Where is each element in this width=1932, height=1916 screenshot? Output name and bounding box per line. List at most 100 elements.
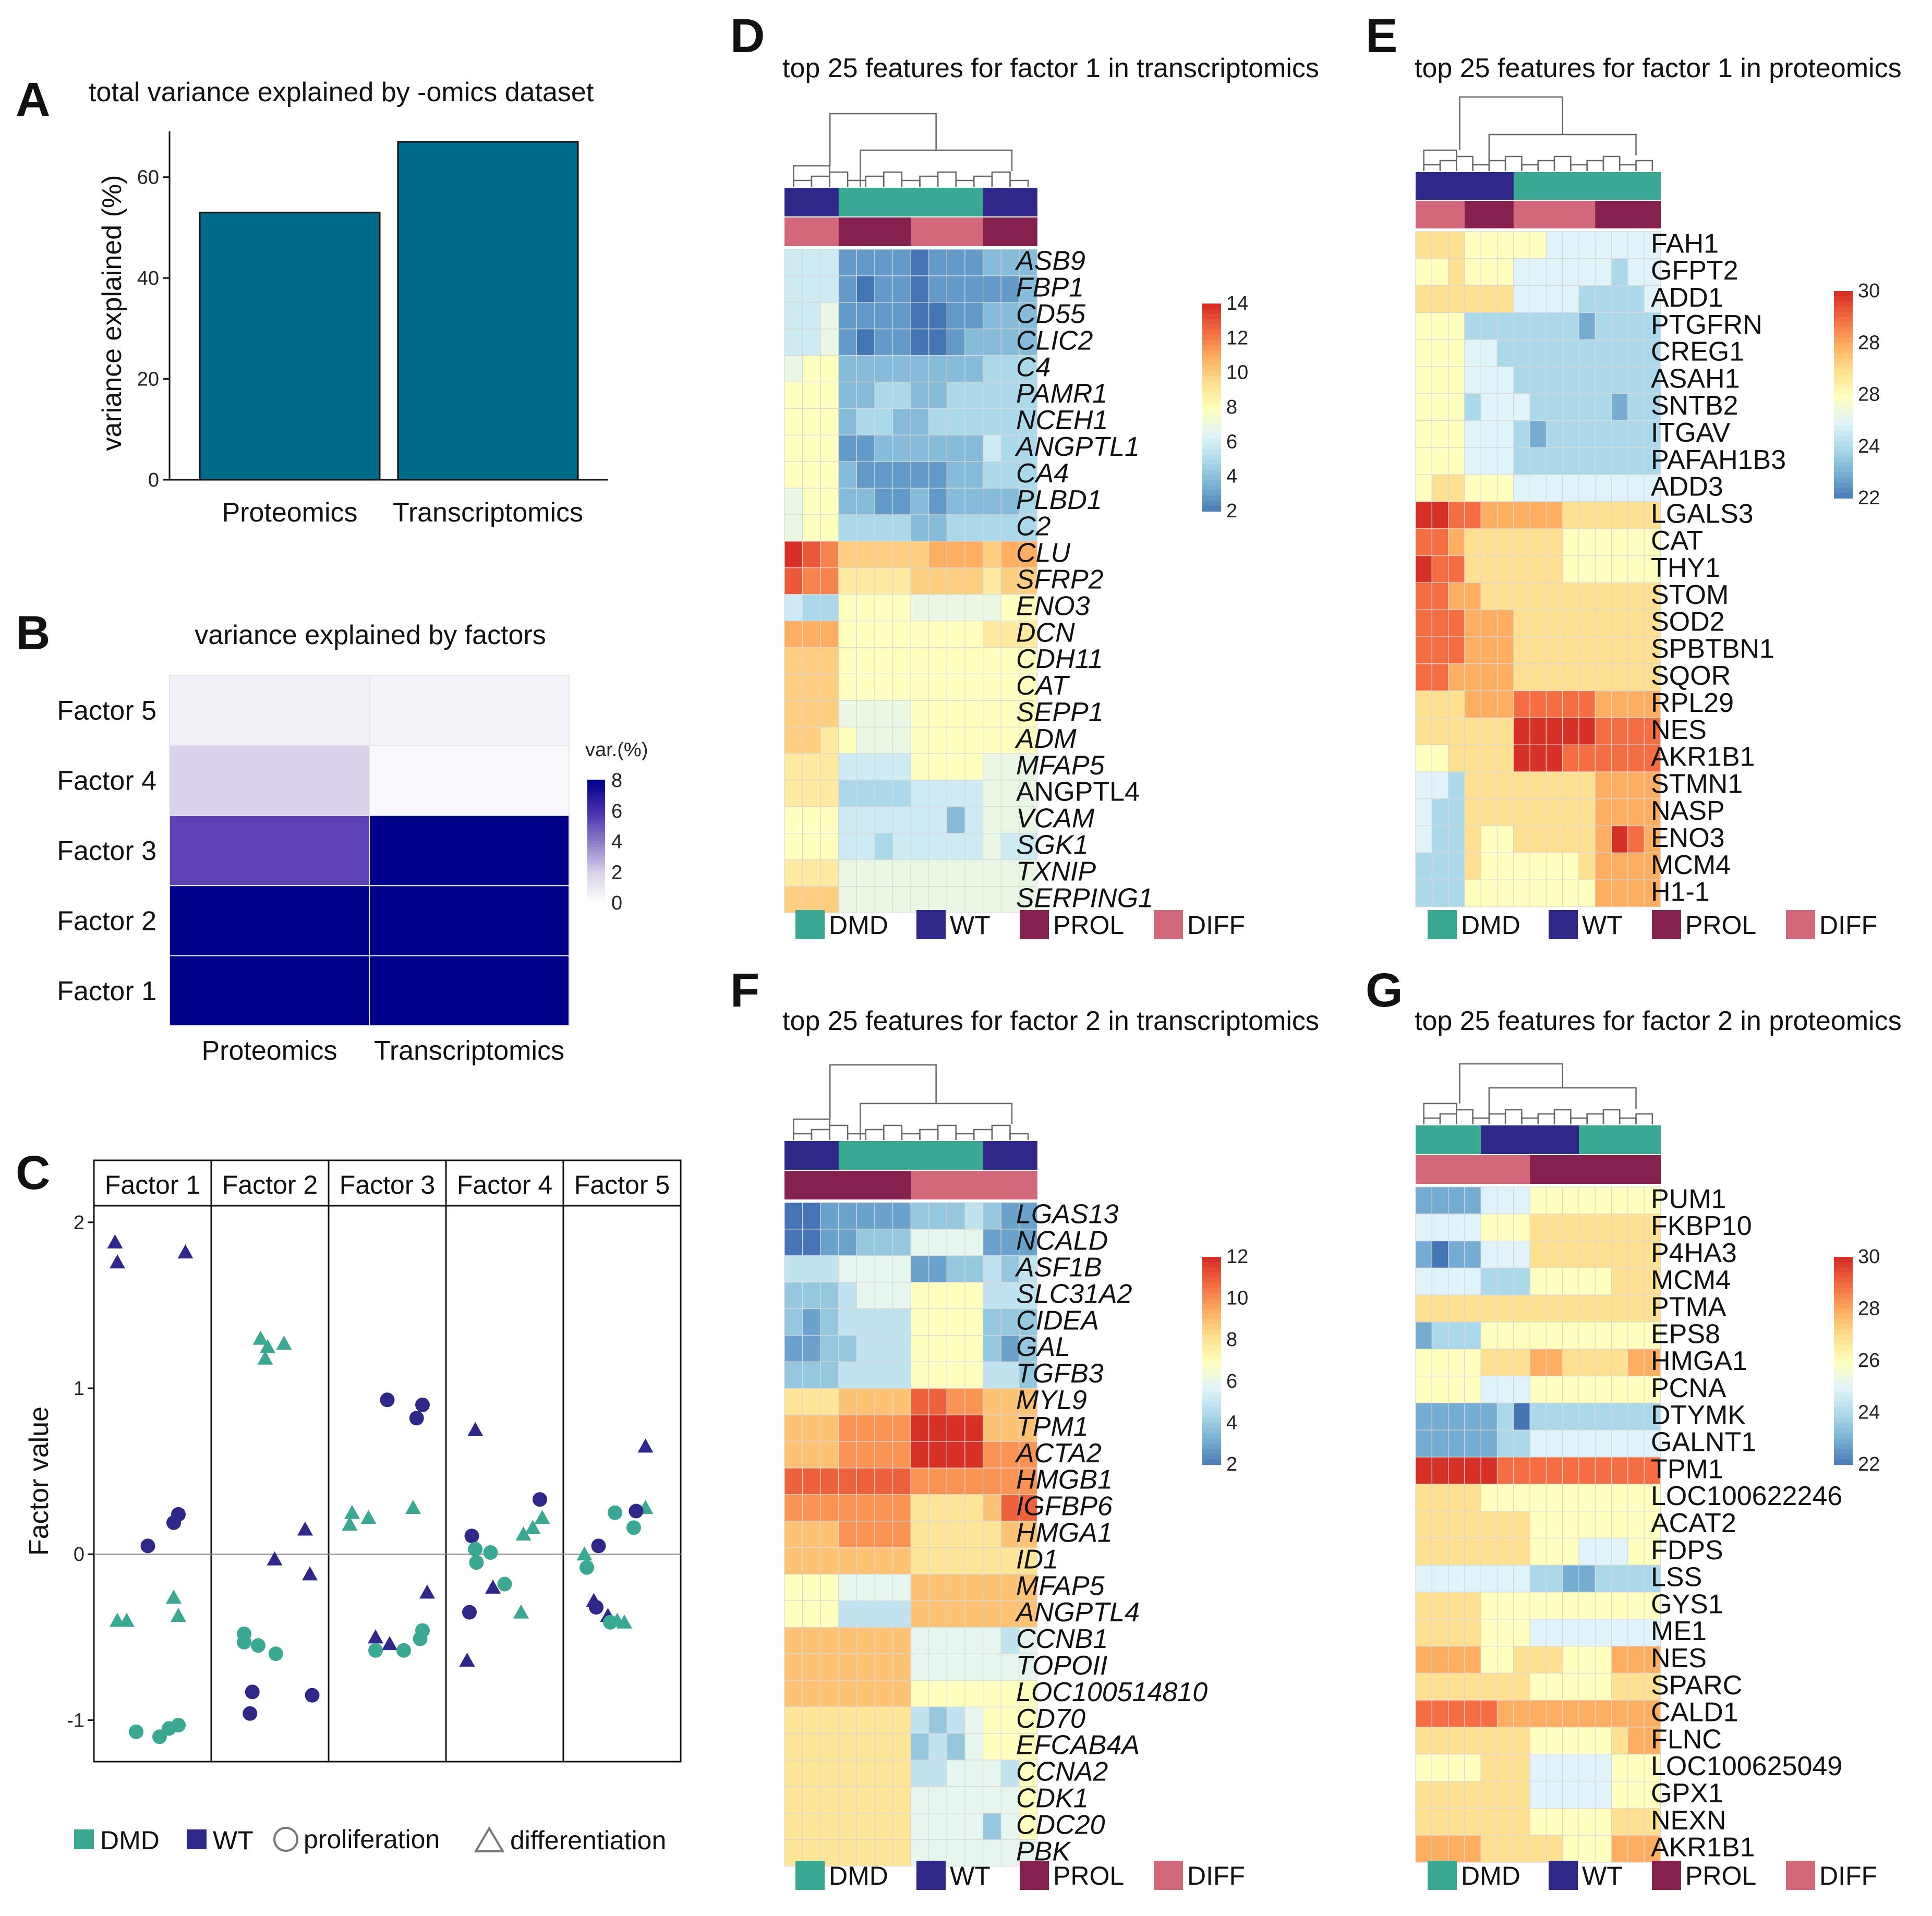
heat-cell bbox=[910, 329, 929, 356]
heat-cell bbox=[982, 726, 1001, 754]
heat-cell bbox=[1627, 1700, 1645, 1728]
heat-cell bbox=[1480, 1241, 1498, 1269]
heat-cell bbox=[1627, 1781, 1645, 1809]
heat-cell bbox=[1464, 528, 1481, 556]
heat-cell bbox=[1578, 1376, 1596, 1404]
heat-cell bbox=[946, 806, 965, 834]
heat-cell bbox=[1595, 258, 1612, 286]
colorbar-tick-label: 0 bbox=[611, 892, 622, 914]
colorbar-segment bbox=[1202, 422, 1221, 429]
heat-cell bbox=[838, 647, 858, 675]
colorbar-segment bbox=[1202, 1293, 1221, 1299]
heat-cell bbox=[1545, 582, 1563, 610]
annotation-state-cell bbox=[1019, 217, 1037, 246]
facet-strip-label: Factor 4 bbox=[457, 1170, 552, 1199]
scatter-point-differentiation bbox=[368, 1629, 383, 1644]
heat-cell bbox=[1464, 690, 1481, 718]
heat-cell bbox=[874, 1361, 893, 1389]
heat-cell bbox=[1529, 1376, 1547, 1404]
heat-cell bbox=[1000, 1653, 1020, 1681]
heat-cell bbox=[1000, 886, 1020, 914]
heat-cell bbox=[1496, 501, 1514, 529]
heat-cell bbox=[1578, 1511, 1596, 1539]
heat-cell bbox=[784, 1600, 803, 1628]
heat-cell bbox=[1019, 1706, 1038, 1734]
heat-cell bbox=[1431, 825, 1449, 853]
heat-cell bbox=[982, 355, 1001, 383]
heat-cell bbox=[820, 1282, 839, 1309]
heat-cell bbox=[1448, 1214, 1465, 1242]
heat-cell bbox=[1545, 1537, 1563, 1566]
heat-cell bbox=[964, 833, 984, 860]
heat-cell bbox=[802, 1733, 821, 1761]
heat-cell bbox=[1513, 555, 1530, 583]
heat-cell bbox=[1611, 1457, 1628, 1485]
heat-cell bbox=[1595, 744, 1612, 772]
heat-cell bbox=[910, 700, 929, 727]
heat-cell bbox=[820, 726, 839, 754]
heat-cell bbox=[1595, 501, 1612, 529]
heat-cell bbox=[1529, 1511, 1547, 1539]
heat-cell bbox=[1496, 1376, 1514, 1404]
heat-cell bbox=[910, 1414, 929, 1442]
heat-cell bbox=[1019, 753, 1038, 781]
heat-cell bbox=[982, 594, 1001, 622]
dendrogram-branch bbox=[937, 171, 957, 187]
heat-cell bbox=[1513, 528, 1530, 556]
heat-cell bbox=[1513, 285, 1530, 313]
heat-cell bbox=[964, 1521, 984, 1548]
heat-cell bbox=[1415, 1294, 1432, 1323]
heat-cell bbox=[1513, 393, 1530, 421]
heat-cell bbox=[1000, 1202, 1020, 1230]
heat-cell bbox=[1431, 798, 1449, 827]
heat-cell bbox=[1019, 1494, 1038, 1522]
heat-cell bbox=[1562, 258, 1579, 286]
heat-cell bbox=[892, 620, 911, 648]
heat-cell bbox=[1415, 1537, 1432, 1566]
heat-cell bbox=[838, 1653, 858, 1681]
colorbar-segment bbox=[1202, 350, 1221, 356]
legend-swatch-dmd bbox=[1428, 1861, 1457, 1890]
dendrogram-branch bbox=[1439, 160, 1457, 171]
legend-swatch-dmd bbox=[795, 1861, 825, 1890]
heat-cell bbox=[1448, 366, 1465, 394]
heat-cell bbox=[802, 329, 821, 356]
heat-cell bbox=[1000, 726, 1020, 754]
heat-cell bbox=[1448, 825, 1465, 853]
heat-cell bbox=[1513, 420, 1530, 448]
heat-cell bbox=[1000, 1388, 1020, 1415]
heat-cell bbox=[820, 1468, 839, 1495]
heat-cell bbox=[1480, 447, 1498, 475]
heat-cell bbox=[856, 1839, 875, 1867]
colorbar-segment bbox=[587, 853, 605, 857]
heat-cell bbox=[946, 1653, 965, 1681]
heat-cell bbox=[1000, 408, 1020, 435]
heat-cell bbox=[1513, 636, 1530, 664]
annotation-group-cell bbox=[802, 188, 821, 216]
legend-label-prol: PROL bbox=[1685, 911, 1756, 940]
heat-cell bbox=[1595, 1672, 1612, 1701]
heat-cell bbox=[1431, 393, 1449, 421]
heat-cell bbox=[1448, 852, 1465, 880]
legend-dmd-label: DMD bbox=[100, 1826, 160, 1855]
dendrogram-branch bbox=[973, 1129, 993, 1140]
heat-cell bbox=[910, 1813, 929, 1840]
dendrogram-branch bbox=[847, 179, 866, 187]
colorbar-segment bbox=[587, 792, 605, 796]
heat-cell bbox=[856, 302, 875, 330]
heat-cell bbox=[928, 488, 948, 515]
heat-cell bbox=[1578, 501, 1596, 529]
heat-cell bbox=[874, 1600, 893, 1628]
heat-cell bbox=[1480, 852, 1498, 880]
heat-cell bbox=[874, 620, 893, 648]
heat-cell bbox=[1562, 339, 1579, 367]
heat-cell bbox=[874, 1760, 893, 1787]
gene-label: GYS1 bbox=[1651, 1589, 1723, 1619]
gene-label: CLU bbox=[1016, 538, 1070, 568]
heat-cell bbox=[1496, 744, 1514, 772]
heat-cell bbox=[1464, 636, 1481, 664]
annotation-state-cell bbox=[1432, 1155, 1449, 1184]
heat-cell bbox=[802, 1574, 821, 1602]
panel-a-bars bbox=[199, 141, 579, 481]
heat-cell bbox=[1431, 879, 1449, 907]
